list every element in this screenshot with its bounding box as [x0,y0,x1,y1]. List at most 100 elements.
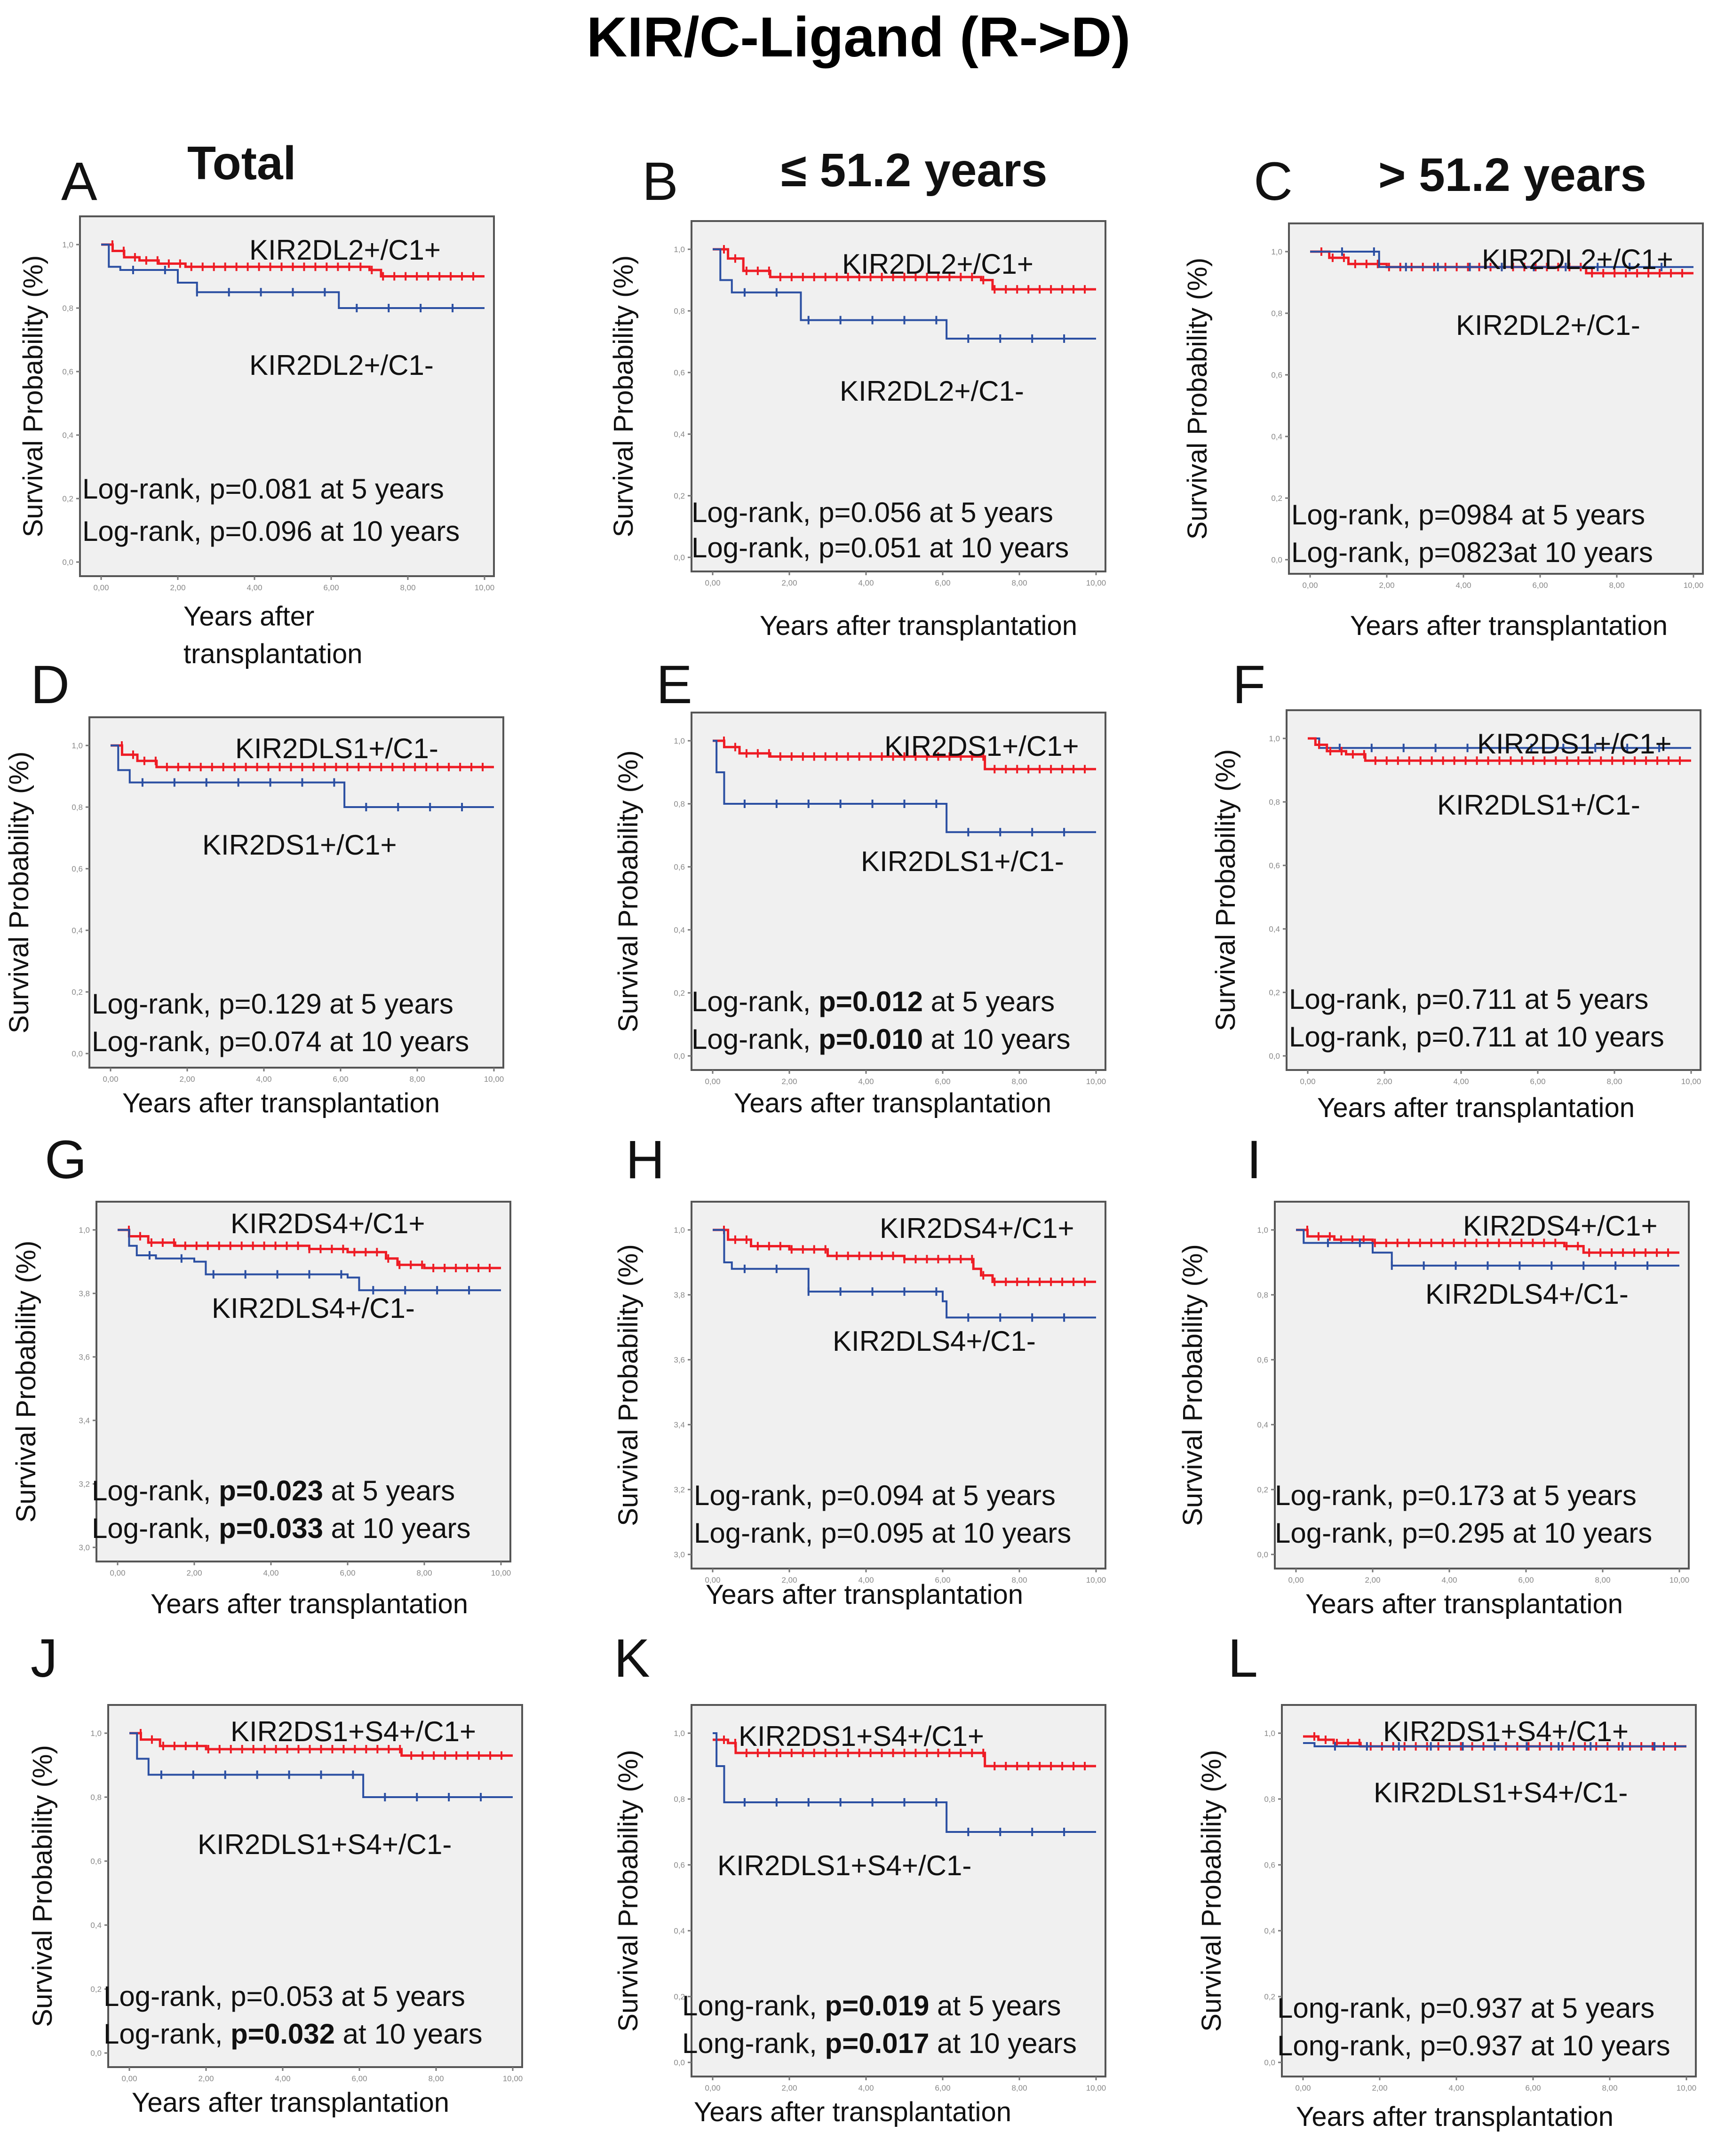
series-label-G-1: KIR2DS4+/C1+ [231,1208,425,1239]
y-tick-label-A: 1,0 [62,240,73,249]
series-label-K-1: KIR2DS1+S4+/C1+ [739,1720,984,1752]
panel-letter-D: D [31,655,70,715]
y-axis-label-G: Survival Probability (%) [11,1241,41,1523]
y-tick-label-K: 0,6 [674,1861,685,1870]
y-tick-label-F: 0,2 [1269,988,1280,997]
logrank-line-G-2: Log-rank, p=0.033 at 10 years [92,1513,471,1544]
x-tick-label-B: 10,00 [1086,579,1106,587]
logrank-pvalue-I: p=0.173 [1402,1480,1505,1511]
y-tick-label-L: 0,2 [1264,1992,1275,2001]
y-tick-label-A: 0,2 [62,494,73,503]
x-tick-label-J: 8,00 [428,2074,444,2083]
logrank-line-F-2: Log-rank, p=0.711 at 10 years [1289,1021,1664,1053]
x-tick-label-C: 10,00 [1684,581,1704,590]
y-tick-label-B: 0,2 [674,491,685,500]
logrank-prefix-B: Log-rank, [692,532,819,563]
survival-curve-J-red [129,1732,513,1757]
survival-curve-E-blue [713,740,1096,833]
y-axis-label-C: Survival Probability (%) [1182,258,1213,540]
x-tick-label-A: 10,00 [475,583,495,592]
x-tick-label-E: 8,00 [1011,1077,1027,1086]
panel-letter-I: I [1247,1130,1262,1190]
survival-curve-J-blue [129,1732,513,1798]
x-tick-label-D: 4,00 [256,1075,271,1084]
y-tick-label-L: 0,8 [1264,1795,1275,1804]
x-tick-label-C: 0,00 [1302,581,1318,590]
x-tick-label-G: 4,00 [263,1569,278,1577]
series-label-I-1: KIR2DS4+/C1+ [1463,1210,1658,1242]
y-tick-label-K: 0,2 [674,1992,685,2001]
x-tick-label-K: 2,00 [781,2084,797,2093]
y-tick-label-I: 0,4 [1257,1420,1268,1429]
x-tick-label-B: 2,00 [781,579,797,587]
y-axis-label-D: Survival Probability (%) [4,752,34,1034]
series-label-J-1: KIR2DS1+S4+/C1+ [231,1716,476,1747]
panel-letter-K: K [614,1628,650,1688]
logrank-pvalue-K: p=0.019 [825,1990,930,2021]
x-axis-label-H: Years after transplantation [706,1579,1023,1610]
x-tick-label-L: 0,00 [1295,2084,1311,2093]
logrank-prefix-L: Long-rank, [1277,2030,1420,2061]
series-label-A-1: KIR2DL2+/C1+ [249,234,441,266]
series-label-D-2: KIR2DS1+/C1+ [202,829,397,861]
x-tick-label-E: 2,00 [781,1077,797,1086]
y-tick-label-H: 3,0 [674,1550,685,1559]
logrank-suffix-A: at 10 years [312,515,460,547]
logrank-pvalue-G: p=0.023 [219,1475,323,1506]
logrank-suffix-B: at 10 years [922,532,1069,563]
series-label-H-2: KIR2DLS4+/C1- [833,1325,1036,1357]
y-tick-label-B: 1,0 [674,245,685,254]
x-tick-label-E: 10,00 [1086,1077,1106,1086]
x-tick-label-G: 10,00 [491,1569,511,1577]
survival-curve-D-blue [111,745,494,808]
logrank-pvalue-F: p=0.711 [1416,983,1517,1015]
x-axis-label-F: Years after transplantation [1317,1093,1635,1123]
x-tick-label-L: 6,00 [1525,2084,1541,2093]
logrank-line-I-1: Log-rank, p=0.173 at 5 years [1275,1480,1637,1511]
panel-letter-H: H [626,1130,665,1190]
panel-K: Long-rank, p=0.019 at 5 yearsLong-rank, … [682,1704,1106,2080]
logrank-suffix-L: at 5 years [1523,1992,1654,2024]
panel-letter-F: F [1232,655,1266,715]
x-tick-label-J: 2,00 [198,2074,214,2083]
logrank-prefix-I: Log-rank, [1275,1517,1402,1549]
y-tick-label-D: 0,2 [72,988,83,997]
logrank-pvalue-J: p=0.032 [231,2018,335,2050]
y-tick-label-I: 0,6 [1257,1355,1268,1364]
y-tick-label-G: 3,2 [79,1480,90,1489]
x-tick-label-I: 10,00 [1669,1576,1690,1585]
logrank-pvalue-C: p=0823 [1418,537,1513,568]
series-label-L-2: KIR2DLS1+S4+/C1- [1374,1777,1628,1808]
survival-curve-L-blue [1303,1742,1686,1747]
logrank-suffix-I: at 10 years [1505,1517,1653,1549]
logrank-pvalue-I: p=0.295 [1402,1517,1505,1549]
y-tick-label-C: 0,6 [1271,371,1282,380]
logrank-prefix-H: Log-rank, [694,1517,821,1549]
y-tick-label-A: 0,8 [62,304,73,313]
x-tick-label-L: 4,00 [1448,2084,1464,2093]
y-tick-label-H: 3,2 [674,1485,685,1494]
y-tick-label-K: 0,4 [674,1926,685,1935]
x-tick-label-K: 8,00 [1011,2084,1027,2093]
y-tick-label-C: 1,0 [1271,247,1282,256]
survival-curve-A-blue [101,244,485,309]
y-tick-label-D: 1,0 [72,741,83,750]
plot-area-I [1274,1201,1690,1569]
column-title-young: ≤ 51.2 years [781,144,1048,197]
plot-area-G [95,1201,511,1562]
x-tick-label-A: 4,00 [246,583,262,592]
logrank-line-K-2: Long-rank, p=0.017 at 10 years [682,2028,1077,2059]
y-axis-label-K: Survival Probability (%) [613,1750,644,2032]
x-tick-label-K: 6,00 [935,2084,950,2093]
y-axis-label-F: Survival Probability (%) [1210,749,1241,1031]
y-tick-label-D: 0,0 [72,1049,83,1058]
y-tick-label-C: 0,4 [1271,432,1282,441]
x-tick-label-I: 6,00 [1518,1576,1534,1585]
logrank-prefix-J: Log-rank, [103,2018,231,2050]
x-tick-label-B: 6,00 [935,579,950,587]
logrank-prefix-L: Long-rank, [1277,1992,1420,2024]
x-tick-label-F: 6,00 [1530,1077,1545,1086]
y-tick-label-E: 0,4 [674,926,685,935]
logrank-line-F-1: Log-rank, p=0.711 at 5 years [1289,983,1648,1015]
